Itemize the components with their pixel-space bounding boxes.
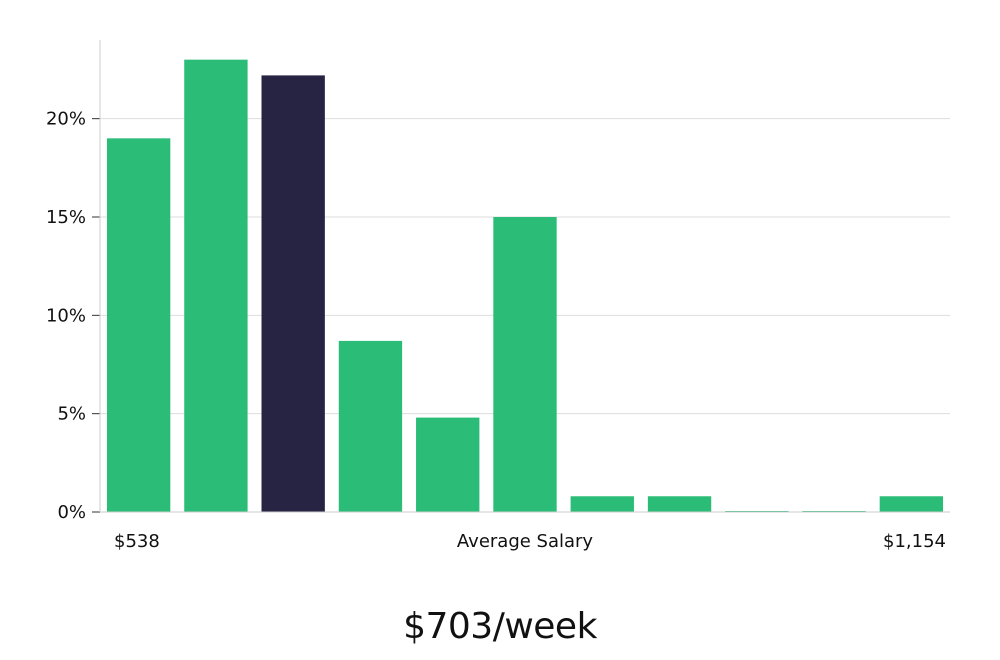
bar: [184, 59, 248, 513]
axes: [92, 40, 950, 513]
y-tick-label: 20%: [46, 109, 86, 130]
bar: [570, 496, 634, 512]
bar: [493, 217, 557, 512]
salary-histogram: $538 Average Salary $1,154 0% 5% 10% 15% 20%: [46, 40, 950, 552]
y-tick-label: 5%: [57, 404, 86, 425]
average-salary-headline: $703/week: [403, 606, 597, 647]
bar-highlighted: [261, 75, 325, 513]
bar: [879, 496, 944, 512]
y-tick-label: 15%: [46, 207, 86, 228]
y-tick-label: 10%: [46, 305, 86, 326]
bar: [106, 138, 171, 513]
x-axis-title: Average Salary: [457, 531, 594, 552]
bars: [106, 59, 944, 513]
bar: [416, 417, 480, 512]
x-max-label: $1,154: [883, 531, 946, 552]
bar: [338, 340, 403, 512]
y-tick-label: 0%: [57, 502, 86, 523]
tick-labels: $538 Average Salary $1,154 0% 5% 10% 15% 20%: [46, 109, 946, 552]
bar: [647, 496, 712, 512]
x-min-label: $538: [114, 531, 160, 552]
